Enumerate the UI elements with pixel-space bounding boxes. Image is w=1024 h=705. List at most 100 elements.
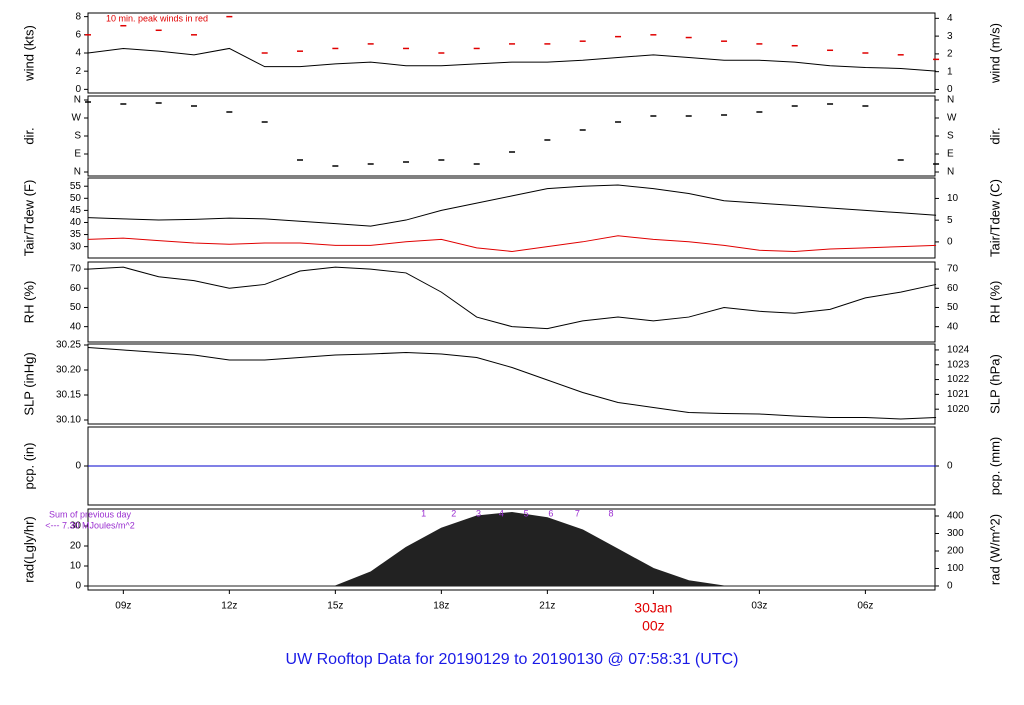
y2-tick-label: 100 [947, 563, 964, 574]
y-axis-label: pcp. (in) [21, 443, 36, 490]
y-tick-label: 6 [75, 29, 81, 40]
panel-frame [87, 12, 936, 94]
series-line [87, 235, 937, 252]
hour-mark: 7 [575, 508, 580, 518]
y2-tick-label: 1020 [947, 404, 970, 415]
hour-mark: 2 [451, 508, 456, 518]
series-line [87, 266, 937, 330]
y2-tick-label: 1021 [947, 389, 970, 400]
panel-frame [87, 261, 936, 343]
y-tick-label: 0 [75, 581, 81, 592]
y-tick-label: 2 [75, 66, 81, 77]
y-tick-label: N [74, 95, 81, 106]
y-tick-label: 4 [75, 48, 81, 59]
x-tick-label: 15z [327, 601, 343, 612]
y2-axis-label: RH (%) [987, 281, 1002, 324]
y2-tick-label: 0 [947, 461, 953, 472]
y-tick-label: N [74, 167, 81, 178]
y-axis-label: RH (%) [21, 281, 36, 324]
radiation-area [88, 511, 937, 587]
y2-tick-label: 1022 [947, 374, 970, 385]
y2-axis-label: SLP (hPa) [987, 354, 1002, 414]
y2-tick-label: 1024 [947, 345, 970, 356]
series-line [87, 184, 937, 227]
annotation: Sum of previous day [49, 509, 132, 519]
annotation: 10 min. peak winds in red [106, 13, 208, 23]
y-tick-label: 35 [70, 229, 82, 240]
y2-tick-label: 1 [947, 66, 953, 77]
annotation: <--- 7.30 MJoules/m^2 [45, 520, 135, 530]
series-line [87, 47, 937, 72]
y2-tick-label: 60 [947, 283, 959, 294]
y-axis-label: SLP (inHg) [21, 352, 36, 415]
y2-tick-label: 10 [947, 193, 959, 204]
hour-mark: 1 [421, 508, 426, 518]
y-tick-label: 45 [70, 205, 82, 216]
y-tick-label: 30.15 [56, 390, 81, 401]
y-tick-label: 20 [70, 541, 82, 552]
y-tick-label: 0 [75, 84, 81, 95]
series-line [87, 347, 937, 420]
y2-tick-label: 5 [947, 215, 953, 226]
y2-tick-label: W [947, 113, 957, 124]
hour-mark: 5 [524, 508, 529, 518]
y-tick-label: 50 [70, 302, 82, 313]
panel-frame [87, 508, 936, 591]
y2-tick-label: 1023 [947, 359, 970, 370]
y-axis-label: rad(Lgly/hr) [21, 516, 36, 582]
y2-axis-label: dir. [987, 127, 1002, 144]
y-tick-label: 30.10 [56, 415, 81, 426]
y-tick-label: 40 [70, 217, 82, 228]
y2-tick-label: 40 [947, 321, 959, 332]
y-tick-label: 70 [70, 264, 82, 275]
y2-tick-label: S [947, 131, 954, 142]
y-tick-label: 30 [70, 241, 82, 252]
y-tick-label: 30.20 [56, 365, 81, 376]
hour-mark: 6 [548, 508, 553, 518]
y2-tick-label: 2 [947, 49, 953, 60]
y2-tick-label: 0 [947, 581, 953, 592]
x-tick-label: 21z [539, 601, 555, 612]
hour-mark: 3 [476, 508, 481, 518]
y2-tick-label: 400 [947, 511, 964, 522]
y-tick-label: 60 [70, 283, 82, 294]
panel-frame [87, 343, 936, 425]
y2-tick-label: 70 [947, 264, 959, 275]
y-tick-label: 0 [75, 461, 81, 472]
y2-axis-label: wind (m/s) [987, 23, 1002, 84]
y2-tick-label: 300 [947, 528, 964, 539]
panel-frame [87, 177, 936, 259]
y-tick-label: 10 [70, 561, 82, 572]
y2-tick-label: 200 [947, 546, 964, 557]
y2-tick-label: E [947, 149, 954, 160]
hour-mark: 8 [608, 508, 613, 518]
page-title: UW Rooftop Data for 20190129 to 20190130… [286, 651, 739, 668]
x-tick-label: 09z [115, 601, 131, 612]
y2-axis-label: rad (W/m^2) [987, 514, 1002, 585]
y-tick-label: E [74, 149, 81, 160]
y-tick-label: 30.25 [56, 340, 81, 351]
y2-tick-label: N [947, 167, 954, 178]
y2-tick-label: 0 [947, 84, 953, 95]
y-tick-label: W [72, 113, 82, 124]
y-tick-label: 8 [75, 11, 81, 22]
y-tick-label: 40 [70, 321, 82, 332]
y2-tick-label: 0 [947, 237, 953, 248]
y2-tick-label: 50 [947, 302, 959, 313]
y-tick-label: S [74, 131, 81, 142]
y-axis-label: wind (kts) [21, 25, 36, 82]
y2-axis-label: Tair/Tdew (C) [987, 179, 1002, 257]
y2-tick-label: 4 [947, 13, 953, 24]
x-tick-label: 06z [857, 601, 873, 612]
day-label: 30Jan [634, 600, 672, 616]
y-tick-label: 50 [70, 193, 82, 204]
y-tick-label: 55 [70, 181, 82, 192]
x-tick-label: 12z [221, 601, 237, 612]
y-axis-label: dir. [21, 127, 36, 144]
x-tick-label: 00z [642, 618, 665, 634]
y-axis-label: Tair/Tdew (F) [21, 180, 36, 257]
x-tick-label: 03z [751, 601, 767, 612]
x-tick-label: 18z [433, 601, 449, 612]
y-tick-label: 30 [70, 521, 82, 532]
